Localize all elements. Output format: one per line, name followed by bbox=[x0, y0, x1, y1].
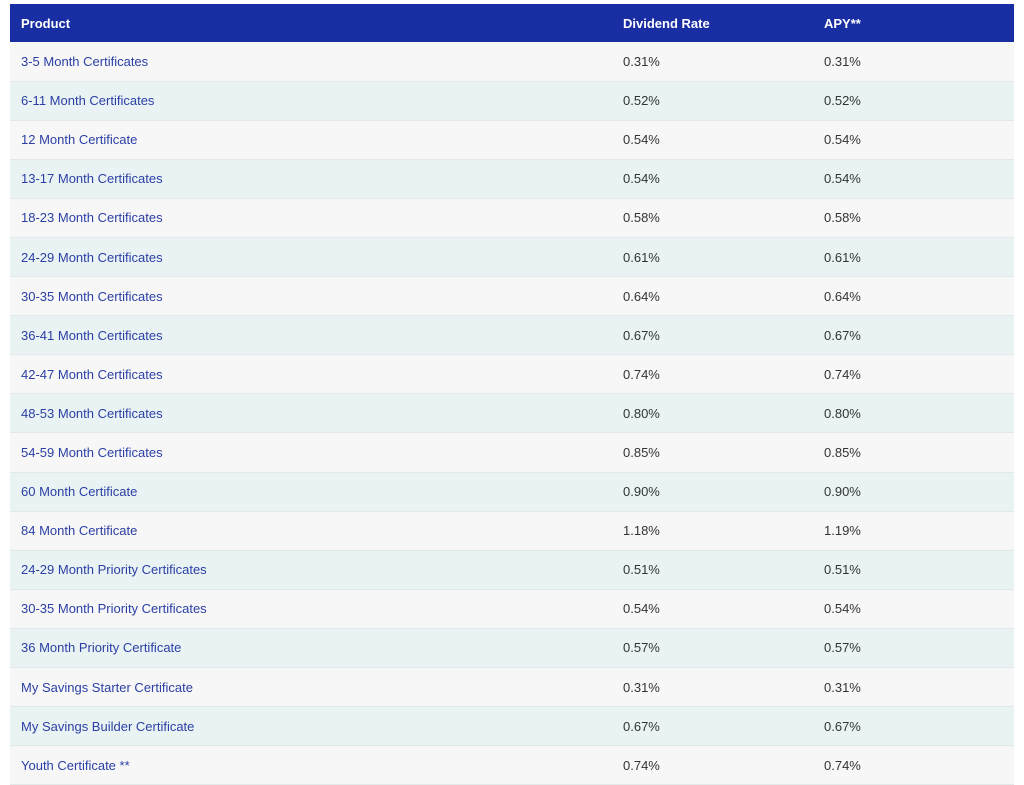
table-row: 24-29 Month Priority Certificates 0.51% 0.… bbox=[10, 550, 1014, 590]
product-link[interactable]: 12 Month Certificate bbox=[21, 132, 138, 148]
table-row: My Savings Starter Certificate 0.31% 0.31% bbox=[10, 667, 1014, 707]
apy-cell: 0.74% bbox=[824, 366, 861, 382]
dividend-rate-cell: 0.51% bbox=[623, 562, 660, 578]
apy-cell: 0.31% bbox=[824, 53, 861, 69]
product-link[interactable]: 24-29 Month Certificates bbox=[21, 249, 163, 265]
table-body: 3-5 Month Certificates 0.31% 0.31% 6-11 Mon… bbox=[10, 42, 1014, 785]
dividend-rate-cell: 0.67% bbox=[623, 718, 660, 734]
apy-cell: 0.58% bbox=[824, 210, 861, 226]
product-link[interactable]: 24-29 Month Priority Certificates bbox=[21, 562, 207, 578]
table-row: 84 Month Certificate 1.18% 1.19% bbox=[10, 511, 1014, 551]
dividend-rate-cell: 1.18% bbox=[623, 523, 660, 539]
dividend-rate-cell: 0.85% bbox=[623, 444, 660, 460]
product-link[interactable]: My Savings Starter Certificate bbox=[21, 679, 193, 695]
dividend-rate-cell: 0.67% bbox=[623, 327, 660, 343]
product-link[interactable]: 42-47 Month Certificates bbox=[21, 366, 163, 382]
product-link[interactable]: 36 Month Priority Certificate bbox=[21, 640, 182, 656]
table-row: 60 Month Certificate 0.90% 0.90% bbox=[10, 472, 1014, 512]
apy-cell: 0.52% bbox=[824, 93, 861, 109]
product-link[interactable]: 54-59 Month Certificates bbox=[21, 444, 163, 460]
dividend-rate-cell: 0.80% bbox=[623, 405, 660, 421]
product-link[interactable]: 3-5 Month Certificates bbox=[21, 53, 149, 69]
table-row: 36-41 Month Certificates 0.67% 0.67% bbox=[10, 315, 1014, 355]
apy-cell: 0.67% bbox=[824, 327, 861, 343]
apy-cell: 0.67% bbox=[824, 718, 861, 734]
product-link[interactable]: 30-35 Month Certificates bbox=[21, 288, 163, 304]
dividend-rate-cell: 0.58% bbox=[623, 210, 660, 226]
table-row: 36 Month Priority Certificate 0.57% 0.57% bbox=[10, 628, 1014, 668]
table-row: 48-53 Month Certificates 0.80% 0.80% bbox=[10, 393, 1014, 433]
apy-cell: 0.64% bbox=[824, 288, 861, 304]
apy-cell: 0.54% bbox=[824, 132, 861, 148]
product-link[interactable]: 36-41 Month Certificates bbox=[21, 327, 163, 343]
dividend-rate-cell: 0.54% bbox=[623, 132, 660, 148]
dividend-rate-cell: 0.74% bbox=[623, 366, 660, 382]
table-row: 24-29 Month Certificates 0.61% 0.61% bbox=[10, 237, 1014, 277]
table-row: 54-59 Month Certificates 0.85% 0.85% bbox=[10, 432, 1014, 473]
header-apy: APY** bbox=[824, 15, 861, 31]
table-row: 12 Month Certificate 0.54% 0.54% bbox=[10, 120, 1014, 160]
dividend-rate-cell: 0.52% bbox=[623, 93, 660, 109]
product-link[interactable]: 84 Month Certificate bbox=[21, 523, 138, 539]
dividend-rate-cell: 0.31% bbox=[623, 53, 660, 69]
apy-cell: 0.74% bbox=[824, 757, 861, 773]
table-row: 30-35 Month Priority Certificates 0.54% 0.… bbox=[10, 589, 1014, 629]
dividend-rate-cell: 0.90% bbox=[623, 484, 660, 500]
apy-cell: 0.80% bbox=[824, 405, 861, 421]
dividend-rate-cell: 0.54% bbox=[623, 601, 660, 617]
apy-cell: 0.31% bbox=[824, 679, 861, 695]
product-link[interactable]: 13-17 Month Certificates bbox=[21, 171, 163, 187]
apy-cell: 1.19% bbox=[824, 523, 861, 539]
apy-cell: 0.54% bbox=[824, 171, 861, 187]
product-link[interactable]: My Savings Builder Certificate bbox=[21, 718, 195, 734]
header-product: Product bbox=[21, 15, 71, 31]
apy-cell: 0.51% bbox=[824, 562, 861, 578]
table-header-row: Product Dividend Rate APY** bbox=[10, 4, 1014, 42]
apy-cell: 0.54% bbox=[824, 601, 861, 617]
apy-cell: 0.85% bbox=[824, 444, 861, 460]
apy-cell: 0.61% bbox=[824, 249, 861, 265]
apy-cell: 0.57% bbox=[824, 640, 861, 656]
table-row: Youth Certificate ** 0.74% 0.74% bbox=[10, 745, 1014, 785]
header-dividend-rate: Dividend Rate bbox=[623, 15, 710, 31]
dividend-rate-cell: 0.74% bbox=[623, 757, 660, 773]
table-row: 30-35 Month Certificates 0.64% 0.64% bbox=[10, 276, 1014, 316]
table-row: 42-47 Month Certificates 0.74% 0.74% bbox=[10, 354, 1014, 394]
table-row: 18-23 Month Certificates 0.58% 0.58% bbox=[10, 198, 1014, 238]
certificate-rates-table: Product Dividend Rate APY** 3-5 Month Ce… bbox=[10, 4, 1014, 785]
table-row: 3-5 Month Certificates 0.31% 0.31% bbox=[10, 42, 1014, 82]
product-link[interactable]: 48-53 Month Certificates bbox=[21, 405, 163, 421]
product-link[interactable]: Youth Certificate ** bbox=[21, 757, 130, 773]
product-link[interactable]: 60 Month Certificate bbox=[21, 484, 138, 500]
table-row: 6-11 Month Certificates 0.52% 0.52% bbox=[10, 81, 1014, 121]
dividend-rate-cell: 0.64% bbox=[623, 288, 660, 304]
table-row: My Savings Builder Certificate 0.67% 0.67% bbox=[10, 706, 1014, 746]
dividend-rate-cell: 0.57% bbox=[623, 640, 660, 656]
product-link[interactable]: 18-23 Month Certificates bbox=[21, 210, 163, 226]
dividend-rate-cell: 0.61% bbox=[623, 249, 660, 265]
product-link[interactable]: 6-11 Month Certificates bbox=[21, 93, 155, 109]
apy-cell: 0.90% bbox=[824, 484, 861, 500]
dividend-rate-cell: 0.54% bbox=[623, 171, 660, 187]
dividend-rate-cell: 0.31% bbox=[623, 679, 660, 695]
table-row: 13-17 Month Certificates 0.54% 0.54% bbox=[10, 159, 1014, 199]
product-link[interactable]: 30-35 Month Priority Certificates bbox=[21, 601, 207, 617]
